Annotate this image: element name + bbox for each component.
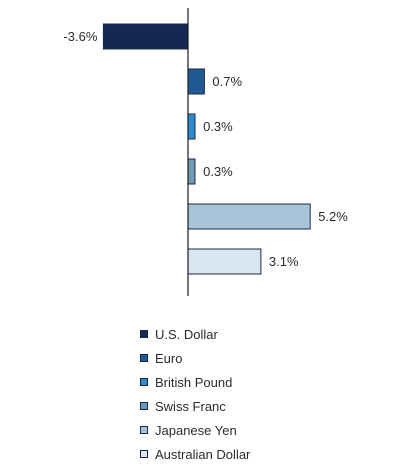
legend-label: British Pound: [155, 374, 233, 390]
data-label: 0.7%: [212, 74, 242, 89]
legend-swatch: [140, 402, 148, 410]
bar-swiss-franc: [187, 158, 196, 185]
legend-item: U.S. Dollar: [140, 322, 250, 346]
bar-chart: -3.6% 0.7% 0.3% 0.3% 5.2% 3.1%: [63, 8, 348, 296]
legend-swatch: [140, 378, 148, 386]
legend-label: Japanese Yen: [155, 422, 237, 438]
bar-euro: [187, 68, 205, 95]
legend-label: Australian Dollar: [155, 446, 251, 462]
legend-swatch: [140, 330, 148, 338]
legend-label: U.S. Dollar: [155, 326, 218, 342]
bar-australian-dollar: [187, 248, 262, 275]
data-label: -3.6%: [63, 29, 97, 44]
legend-swatch: [140, 450, 148, 458]
legend-swatch: [140, 426, 148, 434]
data-label: 0.3%: [203, 164, 233, 179]
legend-item: Japanese Yen: [140, 418, 250, 442]
legend: U.S. Dollar Euro British Pound Swiss Franc J…: [140, 322, 250, 466]
legend-item: British Pound: [140, 370, 250, 394]
legend-item: Australian Dollar: [140, 442, 250, 466]
data-label: 0.3%: [203, 119, 233, 134]
bar-japanese-yen: [187, 203, 311, 230]
bar-u-s-dollar: [102, 23, 189, 50]
legend-label: Euro: [155, 350, 183, 366]
legend-swatch: [140, 354, 148, 362]
data-label: 3.1%: [269, 254, 299, 269]
bar-british-pound: [187, 113, 196, 140]
legend-item: Euro: [140, 346, 250, 370]
data-label: 5.2%: [318, 209, 348, 224]
legend-label: Swiss Franc: [155, 398, 226, 414]
legend-item: Swiss Franc: [140, 394, 250, 418]
